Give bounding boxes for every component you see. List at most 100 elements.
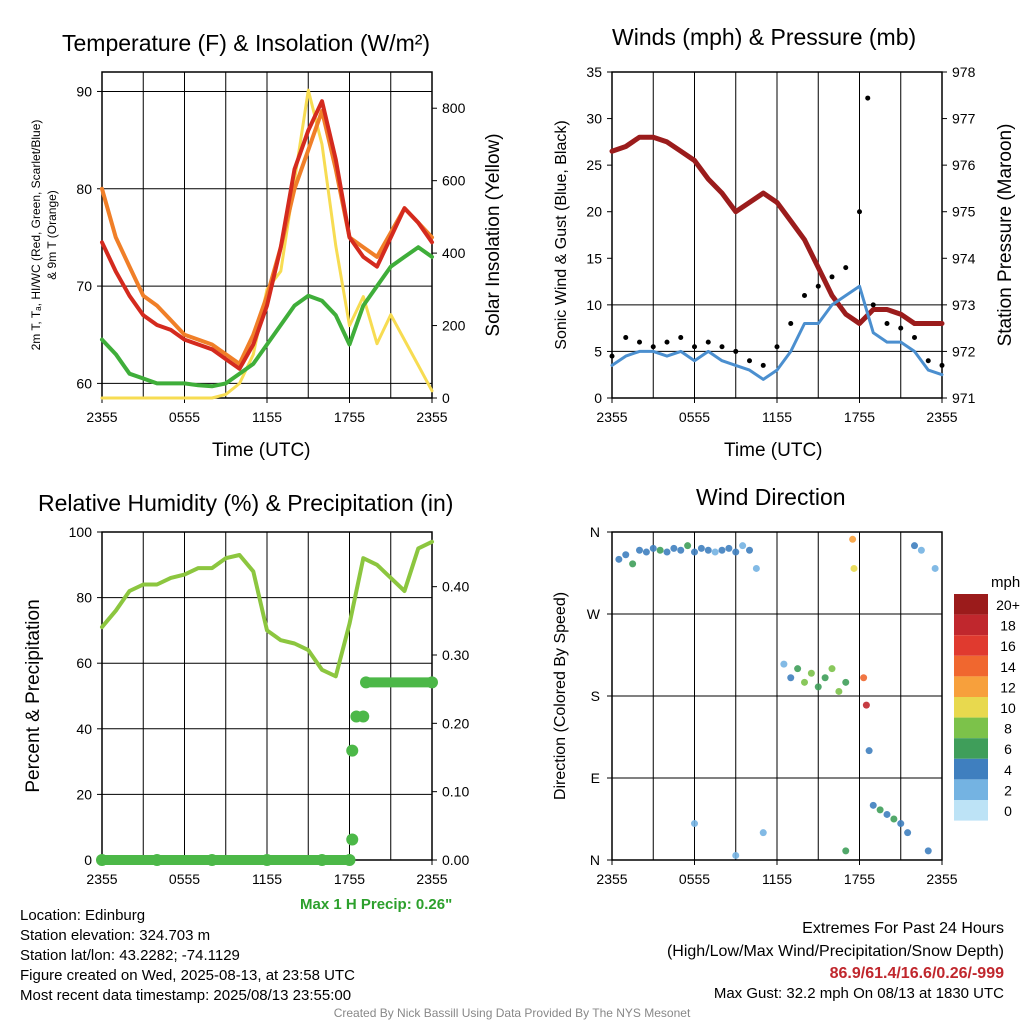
legend-label: 18 bbox=[1000, 618, 1016, 634]
temp-series-green bbox=[100, 245, 434, 389]
legend-swatch bbox=[954, 758, 988, 780]
x-tick-label: 2355 bbox=[86, 409, 117, 425]
wind-x-label: Time (UTC) bbox=[724, 440, 823, 461]
legend-swatch bbox=[954, 676, 988, 697]
gust-point bbox=[637, 339, 642, 345]
y-tick-label-left: 25 bbox=[586, 157, 602, 173]
direction-point bbox=[865, 747, 873, 755]
direction-point bbox=[615, 555, 623, 563]
direction-point bbox=[828, 665, 836, 673]
created-text: Figure created on Wed, 2025-08-13, at 23… bbox=[20, 967, 355, 984]
legend-label: 14 bbox=[1000, 659, 1016, 675]
legend-label: 8 bbox=[1004, 721, 1012, 737]
gust-point bbox=[692, 344, 697, 350]
station-info: Location: Edinburg Station elevation: 32… bbox=[20, 906, 355, 1006]
direction-point bbox=[656, 546, 664, 554]
gust-point bbox=[939, 362, 945, 368]
gust-point bbox=[760, 362, 766, 368]
y-tick-label-left: 60 bbox=[76, 655, 92, 671]
legend-swatch bbox=[954, 738, 988, 759]
direction-point bbox=[636, 546, 643, 554]
y-tick-label-left: 10 bbox=[586, 297, 602, 313]
legend-title: mph bbox=[991, 574, 1021, 591]
y-tick-label-left: 90 bbox=[76, 83, 92, 99]
gust-point bbox=[857, 209, 862, 215]
legend-label: 6 bbox=[1004, 741, 1012, 757]
rh-y-label: Percent & Precipitation bbox=[23, 599, 44, 793]
precip-point bbox=[96, 854, 108, 866]
gust-point bbox=[747, 358, 752, 364]
direction-point bbox=[649, 544, 657, 552]
direction-point bbox=[739, 542, 747, 550]
legend-swatch bbox=[954, 717, 988, 739]
direction-point bbox=[746, 546, 753, 554]
legend-label: 0 bbox=[1004, 803, 1012, 819]
extremes-values: 86.9/61.4/16.6/0.26/-999 bbox=[829, 965, 1004, 982]
gust-point bbox=[678, 334, 684, 340]
gust-point bbox=[623, 334, 629, 340]
x-tick-label: 1155 bbox=[762, 409, 792, 425]
extremes-subheading: (High/Low/Max Wind/Precipitation/Snow De… bbox=[666, 943, 1004, 960]
legend-swatch bbox=[954, 779, 988, 800]
direction-tick-label: W bbox=[587, 606, 601, 622]
y-tick-label-right: 0.20 bbox=[442, 715, 469, 731]
gust-point bbox=[705, 339, 711, 345]
direction-point bbox=[725, 544, 733, 552]
y-tick-label-left: 20 bbox=[586, 204, 602, 220]
direction-point bbox=[897, 820, 905, 828]
x-tick-label: 1155 bbox=[762, 871, 792, 887]
direction-point bbox=[787, 674, 795, 682]
y-tick-label-left: 15 bbox=[586, 250, 602, 266]
gust-point bbox=[898, 325, 904, 331]
y-tick-label-left: 0 bbox=[594, 390, 602, 406]
y-tick-label-left: 5 bbox=[594, 343, 602, 359]
gust-point bbox=[829, 274, 835, 280]
y-tick-label-left: 30 bbox=[586, 111, 602, 127]
y-tick-label-right: 973 bbox=[952, 297, 976, 313]
wind-panel-title: Winds (mph) & Pressure (mb) bbox=[612, 24, 917, 50]
direction-point bbox=[794, 665, 802, 673]
direction-tick-label: S bbox=[591, 688, 600, 704]
gust-point bbox=[774, 344, 780, 350]
direction-point bbox=[697, 544, 705, 552]
y-tick-label-right: 978 bbox=[952, 64, 976, 80]
gust-point bbox=[664, 339, 670, 345]
gust-point bbox=[912, 334, 917, 340]
direction-point bbox=[759, 829, 767, 837]
precip-point bbox=[316, 854, 328, 866]
temp-y-label-right: Solar Insolation (Yellow) bbox=[483, 133, 504, 337]
direction-point bbox=[931, 564, 939, 572]
direction-tick-label: N bbox=[590, 524, 600, 540]
y-tick-label-right: 974 bbox=[952, 250, 976, 266]
direction-point bbox=[711, 548, 719, 556]
y-tick-label-right: 0.40 bbox=[442, 579, 469, 595]
y-tick-label-right: 600 bbox=[442, 173, 466, 189]
y-tick-label-right: 977 bbox=[952, 111, 976, 127]
dir-y-label: Direction (Colored By Speed) bbox=[552, 591, 569, 801]
temp-y-label-line1: 2m T, Tₐ, HI/WC (Red, Green, Scarlet/Blu… bbox=[29, 119, 43, 351]
direction-point bbox=[670, 544, 678, 552]
direction-point bbox=[917, 546, 925, 554]
y-tick-label-right: 971 bbox=[952, 390, 976, 406]
y-tick-label-right: 972 bbox=[952, 343, 976, 359]
direction-point bbox=[704, 546, 712, 554]
extremes-heading: Extremes For Past 24 Hours bbox=[802, 920, 1004, 937]
dir-panel-title: Wind Direction bbox=[696, 484, 846, 510]
direction-point bbox=[862, 701, 870, 709]
direction-point bbox=[807, 669, 815, 677]
direction-point bbox=[780, 660, 788, 668]
legend-swatch bbox=[954, 614, 988, 636]
x-tick-label: 2355 bbox=[926, 871, 957, 887]
legend-swatch bbox=[954, 800, 988, 821]
y-tick-label-left: 20 bbox=[76, 786, 92, 802]
y-tick-label-right: 0.10 bbox=[442, 784, 469, 800]
y-tick-label-right: 0.00 bbox=[442, 852, 469, 868]
x-tick-label: 1155 bbox=[252, 409, 282, 425]
gust-point bbox=[802, 293, 807, 299]
y-tick-label-right: 0.30 bbox=[442, 647, 469, 663]
direction-point bbox=[924, 847, 932, 855]
y-tick-label-left: 100 bbox=[69, 524, 93, 540]
legend-label: 10 bbox=[1000, 700, 1016, 716]
x-tick-label: 1755 bbox=[844, 871, 875, 887]
